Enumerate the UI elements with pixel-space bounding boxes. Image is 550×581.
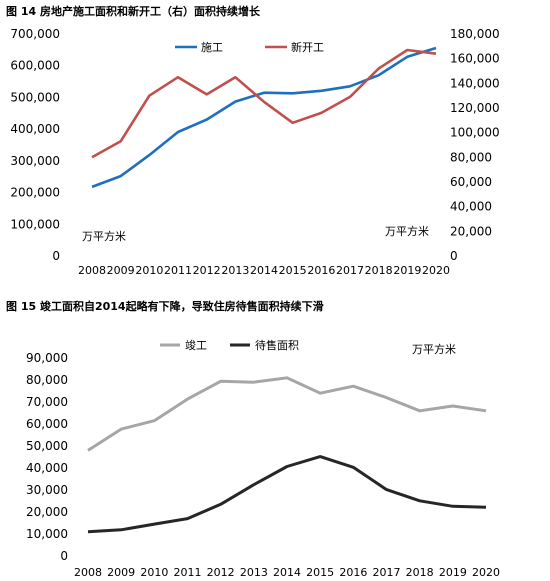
unit-left: 万平方米 [82,229,126,243]
x-tick-label: 2014 [273,566,301,579]
y-right-tick-label: 140,000 [450,76,500,90]
y-tick-label: 40,000 [26,461,68,475]
x-tick-label: 2015 [306,566,334,579]
x-tick-label: 2015 [279,264,307,277]
y-tick-label: 10,000 [26,527,68,541]
y-right-tick-label: 120,000 [450,101,500,115]
x-tick-label: 2008 [74,566,102,579]
y-left-tick-label: 0 [52,249,60,263]
unit-label: 万平方米 [412,342,456,356]
legend-label: 施工 [201,41,223,54]
series-line-待售面积 [87,455,487,534]
y-tick-label: 50,000 [26,439,68,453]
y-right-tick-label: 60,000 [450,175,492,189]
y-right-tick-label: 160,000 [450,52,500,66]
y-left-tick-label: 400,000 [10,122,60,136]
legend-label: 待售面积 [255,338,299,352]
x-tick-label: 2008 [78,264,106,277]
x-tick-label: 2017 [336,264,364,277]
x-tick-label: 2010 [140,566,168,579]
x-tick-label: 2010 [135,264,163,277]
y-right-tick-label: 80,000 [450,150,492,164]
series-line-新开工 [91,48,437,159]
x-tick-label: 2011 [174,566,202,579]
y-right-tick-label: 20,000 [450,224,492,238]
chart-construction-area: 0 100,000 200,000 300,000 400,000 500,000 600,… [10,27,500,277]
x-tick-label: 2011 [164,264,192,277]
y-tick-label: 70,000 [26,395,68,409]
y-tick-label: 0 [60,549,68,563]
y-right-tick-label: 0 [450,249,458,263]
y-tick-label: 60,000 [26,417,68,431]
x-tick-label: 2019 [393,264,421,277]
x-tick-label: 2019 [439,566,467,579]
legend-label: 新开工 [291,40,324,54]
x-tick-label: 2014 [250,264,278,277]
x-tick-label: 2016 [339,566,367,579]
x-tick-label: 2020 [472,566,500,579]
chart-completed-vs-unsold: 0 10,000 20,000 30,000 40,000 50,000 60,000 70,… [26,338,500,579]
y-right-tick-label: 100,000 [450,126,500,140]
x-tick-label: 2009 [107,264,135,277]
x-tick-label: 2012 [193,264,221,277]
x-tick-label: 2012 [207,566,235,579]
x-tick-label: 2013 [240,566,268,579]
y-tick-label: 30,000 [26,483,68,497]
x-tick-label: 2018 [406,566,434,579]
x-tick-label: 2018 [365,264,393,277]
series-line-竣工 [87,376,487,452]
figure-14-title: 图 14 房地产施工面积和新开工（右）面积持续增长 [6,5,260,18]
y-tick-label: 20,000 [26,505,68,519]
y-right-tick-label: 40,000 [450,200,492,214]
x-tick-label: 2009 [107,566,135,579]
series-line-施工 [91,46,437,189]
y-left-tick-label: 200,000 [10,186,60,200]
y-left-tick-label: 600,000 [10,59,60,73]
y-left-tick-label: 700,000 [10,27,60,41]
y-tick-label: 90,000 [26,351,68,365]
y-left-tick-label: 100,000 [10,217,60,231]
y-left-tick-label: 300,000 [10,154,60,168]
figure-15-title: 图 15 竣工面积自2014起略有下降，导致住房待售面积持续下滑 [6,300,324,313]
x-tick-label: 2016 [307,264,335,277]
x-tick-label: 2020 [422,264,450,277]
x-tick-label: 2017 [373,566,401,579]
unit-right: 万平方米 [385,224,429,238]
y-tick-label: 80,000 [26,373,68,387]
legend-label: 竣工 [185,338,207,352]
y-right-tick-label: 180,000 [450,27,500,41]
x-tick-label: 2013 [221,264,249,277]
y-left-tick-label: 500,000 [10,90,60,104]
